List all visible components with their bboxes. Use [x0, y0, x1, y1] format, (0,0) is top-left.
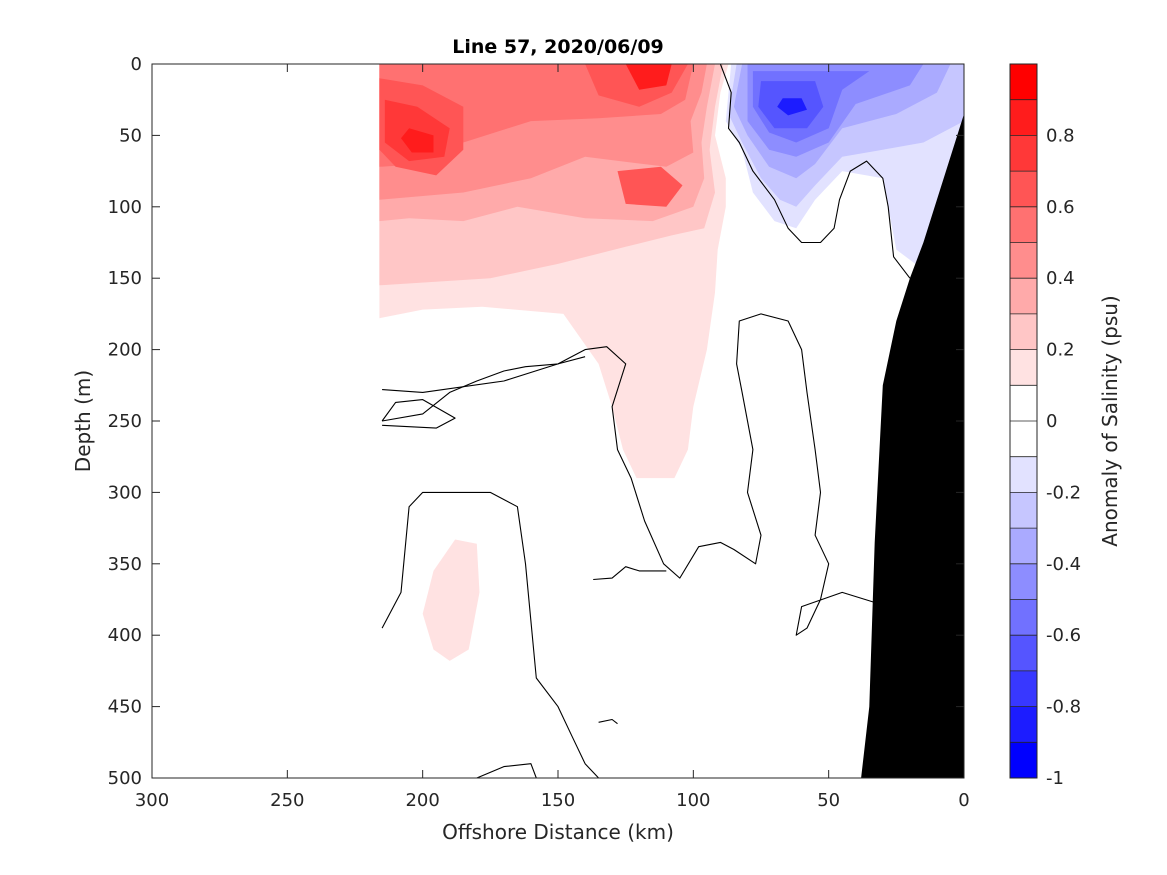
y-axis-ticks: 0 50 100 150 200 250 300 350 400 450 500 [108, 54, 964, 789]
colorbar-level [1010, 171, 1037, 207]
zero-contour-4 [381, 491, 599, 778]
x-tick-label: 200 [405, 790, 439, 811]
colorbar-level [1010, 349, 1037, 386]
contour-region-positive-0.6c [617, 166, 683, 207]
zero-contour-5 [476, 763, 537, 778]
colorbar-level [1010, 206, 1037, 243]
contour-region-positive-0.1-deep [422, 539, 480, 661]
colorbar-level [1010, 563, 1037, 600]
x-tick-label: 100 [676, 790, 710, 811]
y-tick-label: 150 [108, 268, 142, 289]
y-tick-label: 50 [119, 125, 142, 146]
colorbar-tick-label: 0.8 [1046, 125, 1075, 146]
colorbar-level [1010, 421, 1037, 457]
x-axis-label: Offshore Distance (km) [442, 820, 674, 844]
colorbar-tick-label: 0.4 [1046, 268, 1075, 289]
zero-contour-3 [382, 356, 586, 422]
zero-contour-1 [719, 64, 911, 279]
colorbar-level [1010, 278, 1037, 314]
y-tick-label: 200 [108, 340, 142, 361]
contour-region-positive-0.8a [401, 128, 434, 153]
colorbar-level [1010, 64, 1037, 100]
filled-contours [379, 64, 964, 661]
x-tick-label: 150 [541, 790, 575, 811]
colorbar-level [1010, 706, 1037, 743]
colorbar-level [1010, 135, 1037, 172]
colorbar-tick-label: 0.6 [1046, 197, 1075, 218]
colorbar-tick-label: -0.2 [1046, 482, 1081, 503]
seafloor-bathymetry [861, 114, 964, 778]
x-tick-label: 0 [958, 790, 969, 811]
y-axis-label: Depth (m) [71, 370, 95, 472]
colorbar-level [1010, 492, 1037, 529]
colorbar-level [1010, 742, 1037, 778]
colorbar-tick-label: -0.6 [1046, 625, 1081, 646]
y-tick-label: 0 [131, 54, 142, 75]
colorbar-level [1010, 635, 1037, 671]
y-tick-label: 100 [108, 197, 142, 218]
colorbar-level [1010, 456, 1037, 493]
zero-contour-8 [598, 718, 618, 725]
colorbar-label: Anomaly of Salinity (psu) [1098, 295, 1122, 546]
colorbar-tick-label: -1 [1046, 768, 1064, 789]
zero-contour-7 [593, 566, 667, 581]
colorbar-level [1010, 670, 1037, 707]
x-tick-label: 50 [817, 790, 840, 811]
colorbar-level [1010, 599, 1037, 636]
seafloor-polygon [861, 114, 964, 778]
y-tick-label: 350 [108, 554, 142, 575]
y-tick-label: 250 [108, 411, 142, 432]
x-axis-ticks: 300 250 200 150 100 50 0 [135, 64, 970, 811]
colorbar-tick-label: -0.8 [1046, 697, 1081, 718]
y-tick-label: 450 [108, 697, 142, 718]
colorbar-level [1010, 313, 1037, 350]
contour-region-positive-0.8b [625, 64, 672, 90]
contour-region-negative-0.8 [777, 98, 807, 116]
colorbar-level [1010, 99, 1037, 136]
x-tick-label: 250 [270, 790, 304, 811]
colorbar-level [1010, 385, 1037, 421]
chart-title: Line 57, 2020/06/09 [452, 36, 664, 58]
colorbar-tick-label: -0.4 [1046, 554, 1081, 575]
colorbar-tick-label: 0 [1046, 411, 1057, 432]
y-tick-label: 500 [108, 768, 142, 789]
y-tick-label: 300 [108, 482, 142, 503]
colorbar-level [1010, 242, 1037, 279]
y-tick-label: 400 [108, 625, 142, 646]
zero-contour-6 [381, 399, 456, 429]
colorbar: 0.8 0.6 0.4 0.2 0 -0.2 -0.4 -0.6 -0.8 -1 [1009, 63, 1081, 789]
colorbar-level [1010, 528, 1037, 564]
x-tick-label: 300 [135, 790, 169, 811]
zero-contour-lines [381, 64, 911, 778]
colorbar-tick-label: 0.2 [1046, 340, 1075, 361]
colorbar-frame [1009, 63, 1038, 779]
zero-contour-2 [382, 313, 911, 778]
